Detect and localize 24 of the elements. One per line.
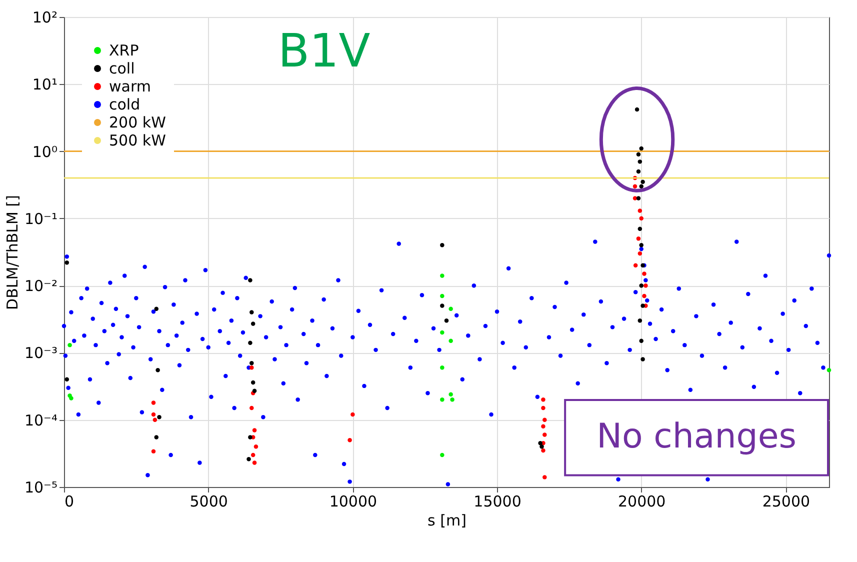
annotation: No changes — [596, 416, 796, 457]
y-tick-label: 10⁻¹ — [24, 210, 58, 228]
legend-label: cold — [109, 96, 140, 114]
x-tick-label: 0 — [64, 492, 74, 510]
legend-label: 500 kW — [109, 132, 166, 150]
y-tick-label: 10¹ — [32, 76, 58, 94]
x-tick-label: 20000 — [618, 492, 666, 510]
y-tick-label: 10⁻² — [24, 277, 58, 296]
y-tick-label: 10⁰ — [32, 142, 58, 161]
x-tick-label: 5000 — [190, 492, 228, 510]
y-tick-label: 10⁻⁴ — [24, 411, 58, 430]
legend-label: XRP — [109, 42, 139, 60]
x-tick-label: 15000 — [474, 492, 522, 510]
x-tick-label: 25000 — [762, 492, 810, 510]
y-tick-label: 10² — [32, 8, 58, 26]
y-tick-label: 10⁻³ — [24, 344, 58, 362]
x-axis-title: s [m] — [428, 512, 466, 530]
y-axis-title: DBLM/ThBLM [] — [3, 195, 22, 310]
legend-label: coll — [109, 60, 135, 78]
legend-label: warm — [109, 78, 151, 96]
legend-label: 200 kW — [109, 114, 166, 132]
y-tick-label: 10⁻⁵ — [24, 478, 58, 496]
x-tick-label: 10000 — [329, 492, 378, 510]
annotation: B1V — [278, 23, 371, 78]
